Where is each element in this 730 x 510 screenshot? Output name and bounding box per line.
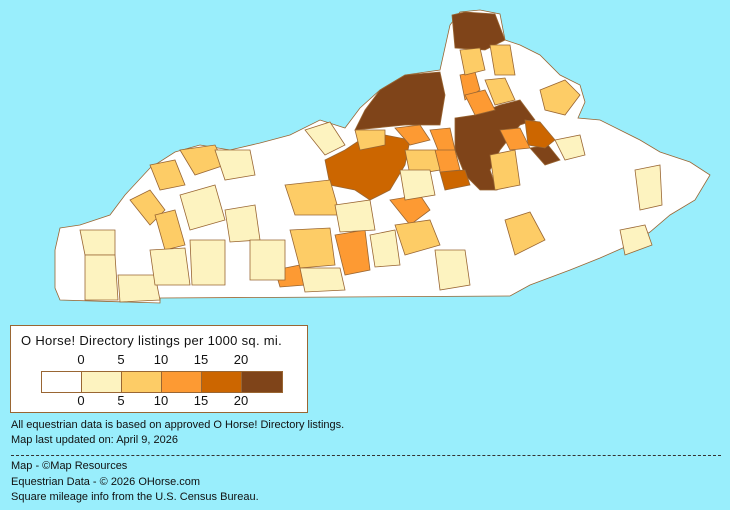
- tick: 10: [153, 393, 169, 408]
- tick: 15: [193, 352, 209, 367]
- county: [84, 254, 119, 301]
- legend-color-bar: [41, 371, 283, 393]
- county: [459, 47, 486, 76]
- county: [434, 249, 471, 291]
- county: [451, 11, 506, 51]
- county: [117, 274, 161, 303]
- county: [554, 134, 586, 161]
- county: [334, 199, 376, 233]
- tick: 5: [117, 393, 125, 408]
- county: [394, 124, 431, 146]
- county: [334, 229, 371, 276]
- county: [464, 89, 496, 116]
- county: [179, 184, 226, 231]
- county: [619, 224, 653, 256]
- tick: 20: [233, 393, 249, 408]
- county: [399, 169, 436, 201]
- map-credit: Map - ©Map Resources: [11, 460, 128, 472]
- tick: 15: [193, 393, 209, 408]
- county: [214, 149, 256, 181]
- county: [369, 229, 401, 268]
- county: [224, 204, 261, 243]
- legend-swatch: [242, 372, 282, 392]
- legend-title: O Horse! Directory listings per 1000 sq.…: [21, 333, 283, 348]
- legend-swatch: [202, 372, 242, 392]
- legend-swatch: [82, 372, 122, 392]
- data-credit: Equestrian Data - © 2026 OHorse.com: [11, 476, 201, 488]
- kentucky-county-map: [54, 9, 711, 304]
- county: [149, 247, 191, 286]
- county: [484, 77, 516, 106]
- county: [499, 127, 531, 151]
- county: [354, 71, 446, 131]
- county: [504, 211, 546, 256]
- census-credit: Square mileage info from the U.S. Census…: [11, 491, 259, 503]
- county: [284, 179, 341, 216]
- county: [404, 149, 441, 176]
- county: [249, 239, 286, 281]
- county: [634, 164, 663, 211]
- county: [354, 129, 386, 151]
- tick: 0: [77, 393, 85, 408]
- divider: [11, 455, 721, 456]
- county: [489, 149, 521, 191]
- county: [79, 229, 116, 256]
- tick: 0: [77, 352, 85, 367]
- legend: O Horse! Directory listings per 1000 sq.…: [10, 325, 308, 413]
- county: [489, 44, 516, 76]
- legend-swatch: [42, 372, 82, 392]
- tick: 5: [117, 352, 125, 367]
- county: [299, 267, 346, 293]
- legend-swatch: [162, 372, 202, 392]
- tick: 10: [153, 352, 169, 367]
- legend-swatch: [122, 372, 162, 392]
- data-basis-note: All equestrian data is based on approved…: [11, 419, 345, 431]
- county: [524, 119, 556, 149]
- county: [154, 209, 186, 251]
- county: [149, 159, 186, 191]
- tick: 20: [233, 352, 249, 367]
- county: [394, 219, 441, 256]
- county: [189, 239, 226, 286]
- county: [539, 79, 581, 116]
- county: [324, 134, 411, 201]
- county: [289, 227, 336, 269]
- county: [304, 121, 346, 156]
- last-updated: Map last updated on: April 9, 2026: [11, 434, 178, 446]
